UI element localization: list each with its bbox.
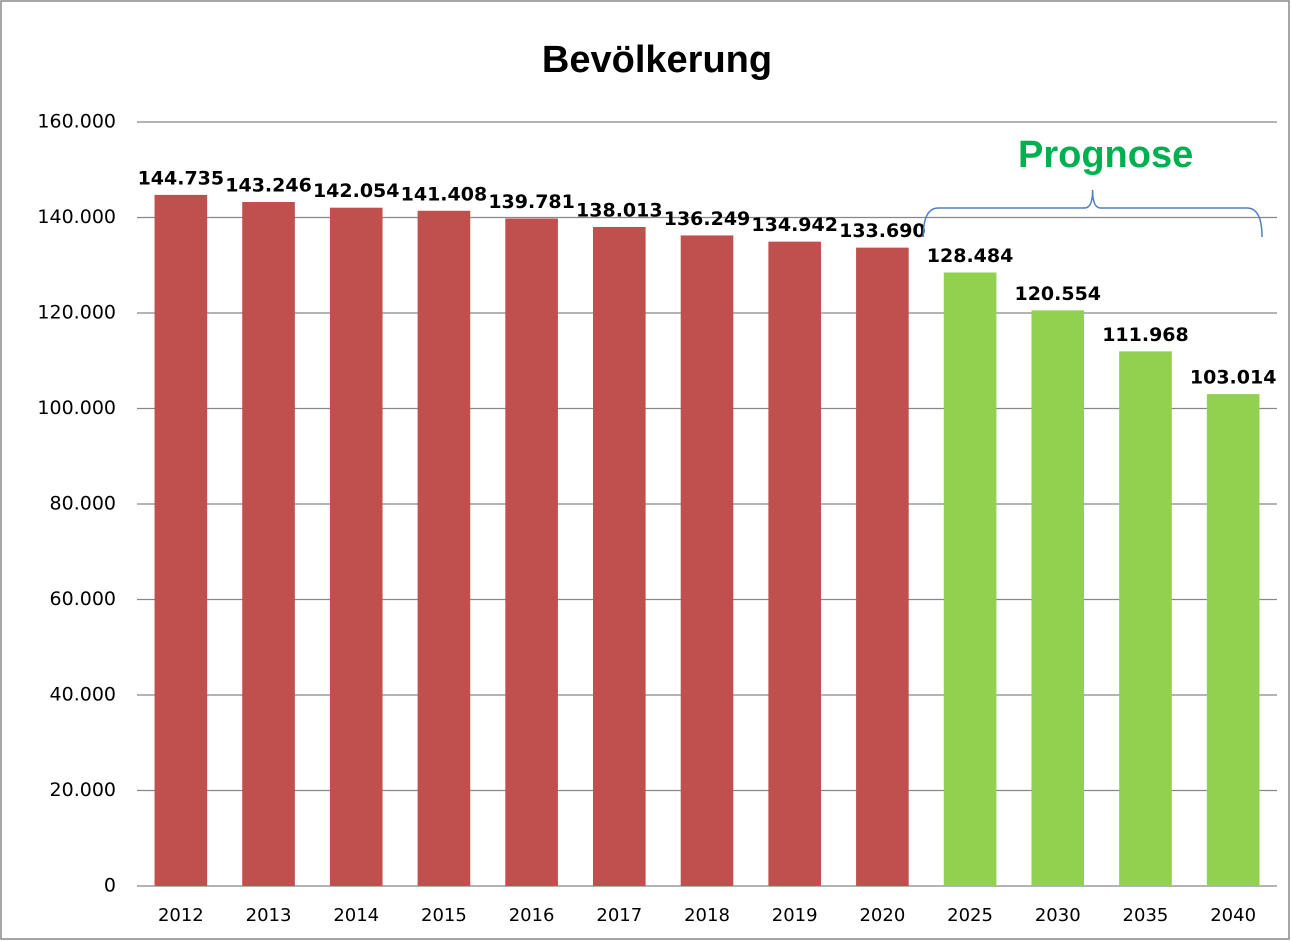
value-label: 142.054 bbox=[313, 180, 400, 202]
bar bbox=[1119, 351, 1172, 887]
x-tick-label: 2018 bbox=[684, 905, 730, 926]
value-label: 133.690 bbox=[839, 220, 926, 242]
y-tick-label: 0 bbox=[104, 875, 116, 897]
value-label: 134.942 bbox=[751, 214, 838, 236]
x-tick-label: 2013 bbox=[246, 905, 292, 926]
y-tick-label: 60.000 bbox=[50, 588, 116, 610]
annotation: Prognose bbox=[1018, 134, 1193, 176]
value-label: 120.554 bbox=[1014, 283, 1101, 305]
value-label: 143.246 bbox=[225, 175, 312, 197]
x-tick-label: 2019 bbox=[772, 905, 818, 926]
value-label: 103.014 bbox=[1190, 367, 1277, 389]
value-label: 136.249 bbox=[664, 208, 751, 230]
bar bbox=[593, 226, 646, 887]
value-label: 139.781 bbox=[488, 191, 575, 213]
y-tick-label: 100.000 bbox=[37, 397, 116, 419]
value-label: 128.484 bbox=[927, 245, 1014, 267]
bar bbox=[329, 207, 383, 887]
bar bbox=[1031, 310, 1085, 887]
value-label: 138.013 bbox=[576, 199, 663, 221]
chart-title: Bevölkerung bbox=[542, 39, 772, 81]
x-tick-label: 2017 bbox=[596, 905, 642, 926]
brace bbox=[922, 189, 1263, 238]
bar bbox=[943, 272, 997, 886]
x-tick-label: 2020 bbox=[859, 905, 905, 926]
bar bbox=[242, 202, 295, 886]
bar bbox=[680, 235, 734, 887]
bar bbox=[768, 241, 821, 886]
x-tick-label: 2014 bbox=[333, 905, 379, 926]
x-tick-label: 2012 bbox=[158, 905, 204, 926]
bar bbox=[1206, 394, 1260, 886]
bar bbox=[154, 194, 208, 886]
x-tick-label: 2016 bbox=[509, 905, 555, 926]
x-tick-label: 2035 bbox=[1123, 905, 1169, 926]
value-label: 144.735 bbox=[138, 167, 225, 189]
y-tick-label: 40.000 bbox=[50, 684, 116, 706]
value-label: 111.968 bbox=[1102, 324, 1189, 346]
x-tick-label: 2025 bbox=[947, 905, 993, 926]
bar bbox=[856, 247, 909, 886]
y-tick-label: 20.000 bbox=[50, 779, 116, 801]
y-tick-label: 120.000 bbox=[37, 302, 116, 324]
bar bbox=[417, 210, 471, 886]
value-label: 141.408 bbox=[401, 183, 488, 205]
bar bbox=[505, 218, 558, 887]
x-tick-label: 2015 bbox=[421, 905, 467, 926]
x-tick-label: 2030 bbox=[1035, 905, 1081, 926]
y-tick-label: 140.000 bbox=[37, 206, 116, 228]
x-tick-label: 2040 bbox=[1210, 905, 1256, 926]
y-tick-label: 160.000 bbox=[37, 111, 116, 133]
y-tick-label: 80.000 bbox=[50, 493, 116, 515]
